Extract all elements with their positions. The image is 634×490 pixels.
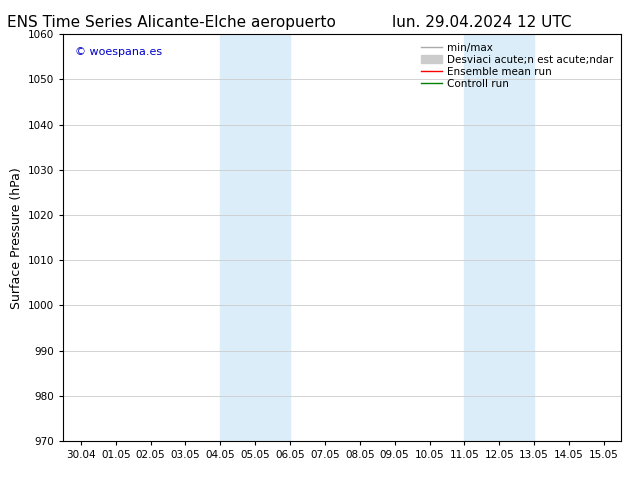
Y-axis label: Surface Pressure (hPa): Surface Pressure (hPa) <box>10 167 23 309</box>
Legend: min/max, Desviaci acute;n est acute;ndar, Ensemble mean run, Controll run: min/max, Desviaci acute;n est acute;ndar… <box>418 40 616 92</box>
Bar <box>464 34 534 441</box>
Bar <box>221 34 290 441</box>
Text: lun. 29.04.2024 12 UTC: lun. 29.04.2024 12 UTC <box>392 15 572 30</box>
Text: ENS Time Series Alicante-Elche aeropuerto: ENS Time Series Alicante-Elche aeropuert… <box>7 15 335 30</box>
Text: © woespana.es: © woespana.es <box>75 47 162 56</box>
